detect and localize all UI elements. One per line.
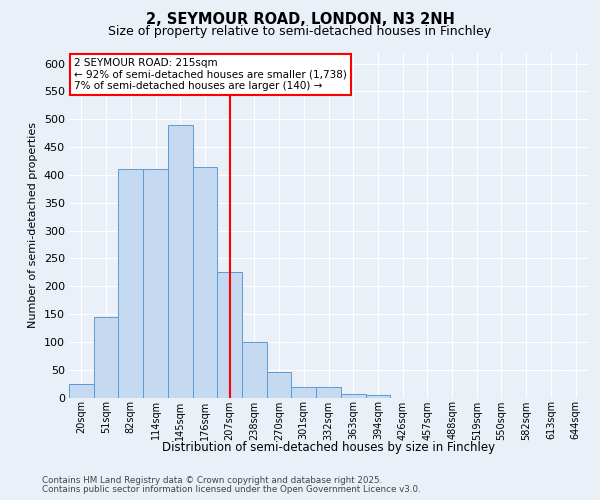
Bar xyxy=(143,170,168,398)
Text: 2, SEYMOUR ROAD, LONDON, N3 2NH: 2, SEYMOUR ROAD, LONDON, N3 2NH xyxy=(146,12,454,28)
Text: Size of property relative to semi-detached houses in Finchley: Size of property relative to semi-detach… xyxy=(109,25,491,38)
Bar xyxy=(193,166,217,398)
Bar xyxy=(365,394,390,398)
Bar xyxy=(316,388,341,398)
Bar xyxy=(292,388,316,398)
Bar xyxy=(69,384,94,398)
Y-axis label: Number of semi-detached properties: Number of semi-detached properties xyxy=(28,122,38,328)
Text: 2 SEYMOUR ROAD: 215sqm
← 92% of semi-detached houses are smaller (1,738)
7% of s: 2 SEYMOUR ROAD: 215sqm ← 92% of semi-det… xyxy=(74,58,347,91)
Bar xyxy=(341,394,365,398)
Bar xyxy=(118,170,143,398)
Text: Distribution of semi-detached houses by size in Finchley: Distribution of semi-detached houses by … xyxy=(162,441,496,454)
Text: Contains HM Land Registry data © Crown copyright and database right 2025.: Contains HM Land Registry data © Crown c… xyxy=(42,476,382,485)
Bar xyxy=(168,125,193,398)
Bar xyxy=(242,342,267,398)
Bar xyxy=(267,372,292,398)
Bar xyxy=(217,272,242,398)
Bar xyxy=(94,317,118,398)
Text: Contains public sector information licensed under the Open Government Licence v3: Contains public sector information licen… xyxy=(42,485,421,494)
